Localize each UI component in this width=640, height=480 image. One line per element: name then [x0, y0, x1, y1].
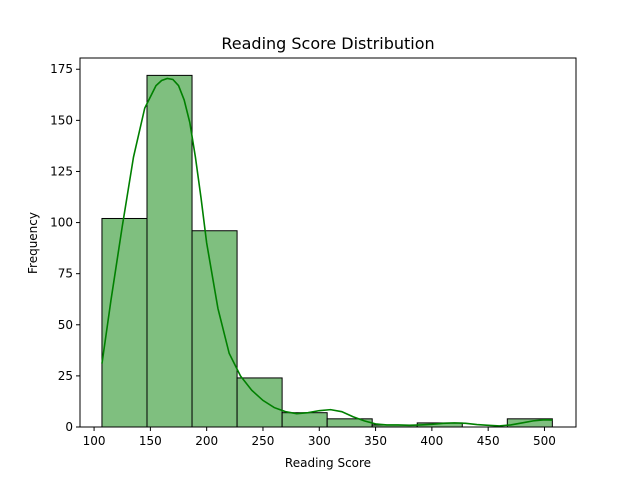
- histogram-bar: [281, 412, 328, 428]
- bars-group: [101, 74, 553, 428]
- x-tick-label: 400: [420, 434, 443, 448]
- histogram-bar: [326, 418, 373, 428]
- histogram-bar: [146, 74, 193, 428]
- histogram-bar: [236, 377, 283, 428]
- y-axis: 0 25 50 75 100 125 150 175: [50, 62, 80, 434]
- y-tick-label: 25: [58, 369, 73, 383]
- y-tick-label: 100: [50, 216, 73, 230]
- chart-title: Reading Score Distribution: [221, 34, 434, 53]
- x-tick-label: 200: [195, 434, 218, 448]
- y-tick-label: 175: [50, 62, 73, 76]
- plot-frame: [79, 57, 577, 428]
- y-tick-label: 150: [50, 113, 73, 127]
- y-tick-label: 75: [58, 267, 73, 281]
- x-tick-label: 450: [477, 434, 500, 448]
- x-tick-label: 500: [533, 434, 556, 448]
- x-tick-label: 300: [308, 434, 331, 448]
- y-tick-label: 50: [58, 318, 73, 332]
- x-axis: 100 150 200 250 300 350 400 450 500: [83, 427, 556, 448]
- x-tick-label: 350: [364, 434, 387, 448]
- y-tick-label: 125: [50, 164, 73, 178]
- kde-curve: [101, 77, 553, 427]
- histogram-bar: [101, 217, 148, 428]
- x-tick-label: 150: [139, 434, 162, 448]
- x-tick-label: 100: [83, 434, 106, 448]
- x-axis-label: Reading Score: [285, 456, 371, 470]
- x-tick-label: 250: [252, 434, 275, 448]
- histogram-bar: [191, 230, 238, 428]
- y-tick-label: 0: [65, 420, 73, 434]
- y-axis-label: Frequency: [26, 212, 40, 274]
